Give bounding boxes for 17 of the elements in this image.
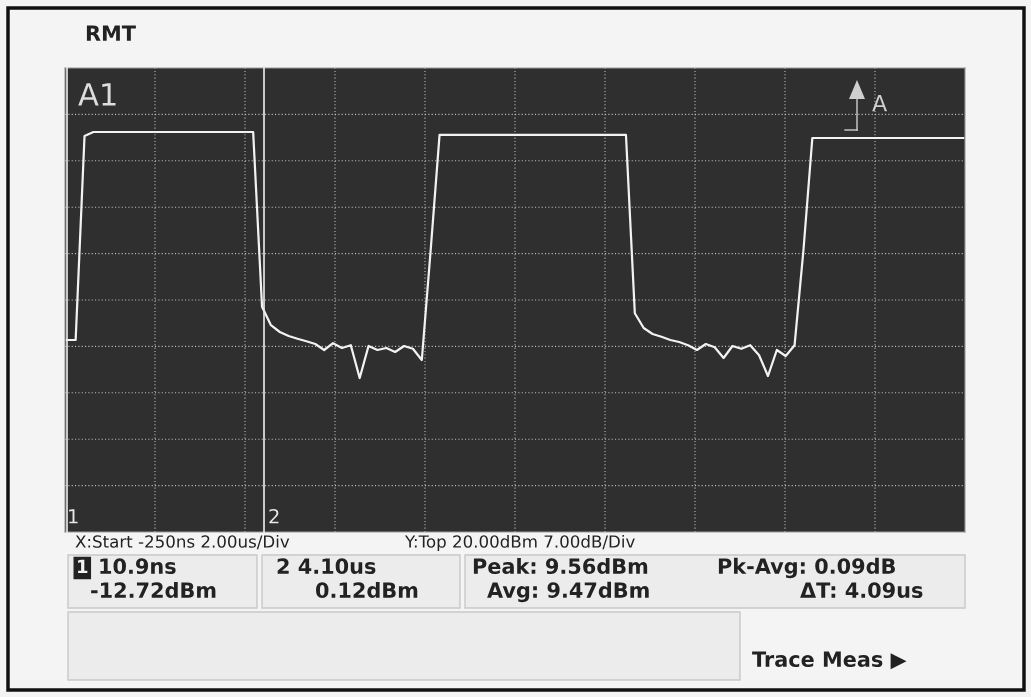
text: 2 4.10us	[277, 558, 376, 575]
text: A	[872, 94, 888, 112]
text: -12.72dBm	[91, 581, 216, 599]
text: Peak: 9.56dBm	[473, 557, 648, 575]
text: RMT	[86, 25, 136, 41]
text: Pk-Avg: 0.09dB	[718, 557, 895, 579]
text: ΔT: 4.09us	[800, 582, 923, 599]
text: 10.9ns	[100, 558, 176, 575]
text: Trace Meas ▶	[752, 651, 907, 670]
text: X:Start -250ns 2.00us/Div	[75, 534, 290, 550]
text: Avg: 9.47dBm	[487, 581, 649, 603]
text: 0.12dBm	[316, 581, 418, 599]
text: A1	[78, 83, 116, 106]
text: 1	[78, 559, 88, 573]
annotation: 2	[269, 508, 279, 524]
annotation: 1	[69, 509, 78, 524]
text: Y:Top 20.00dBm 7.00dB/Div	[404, 534, 635, 552]
